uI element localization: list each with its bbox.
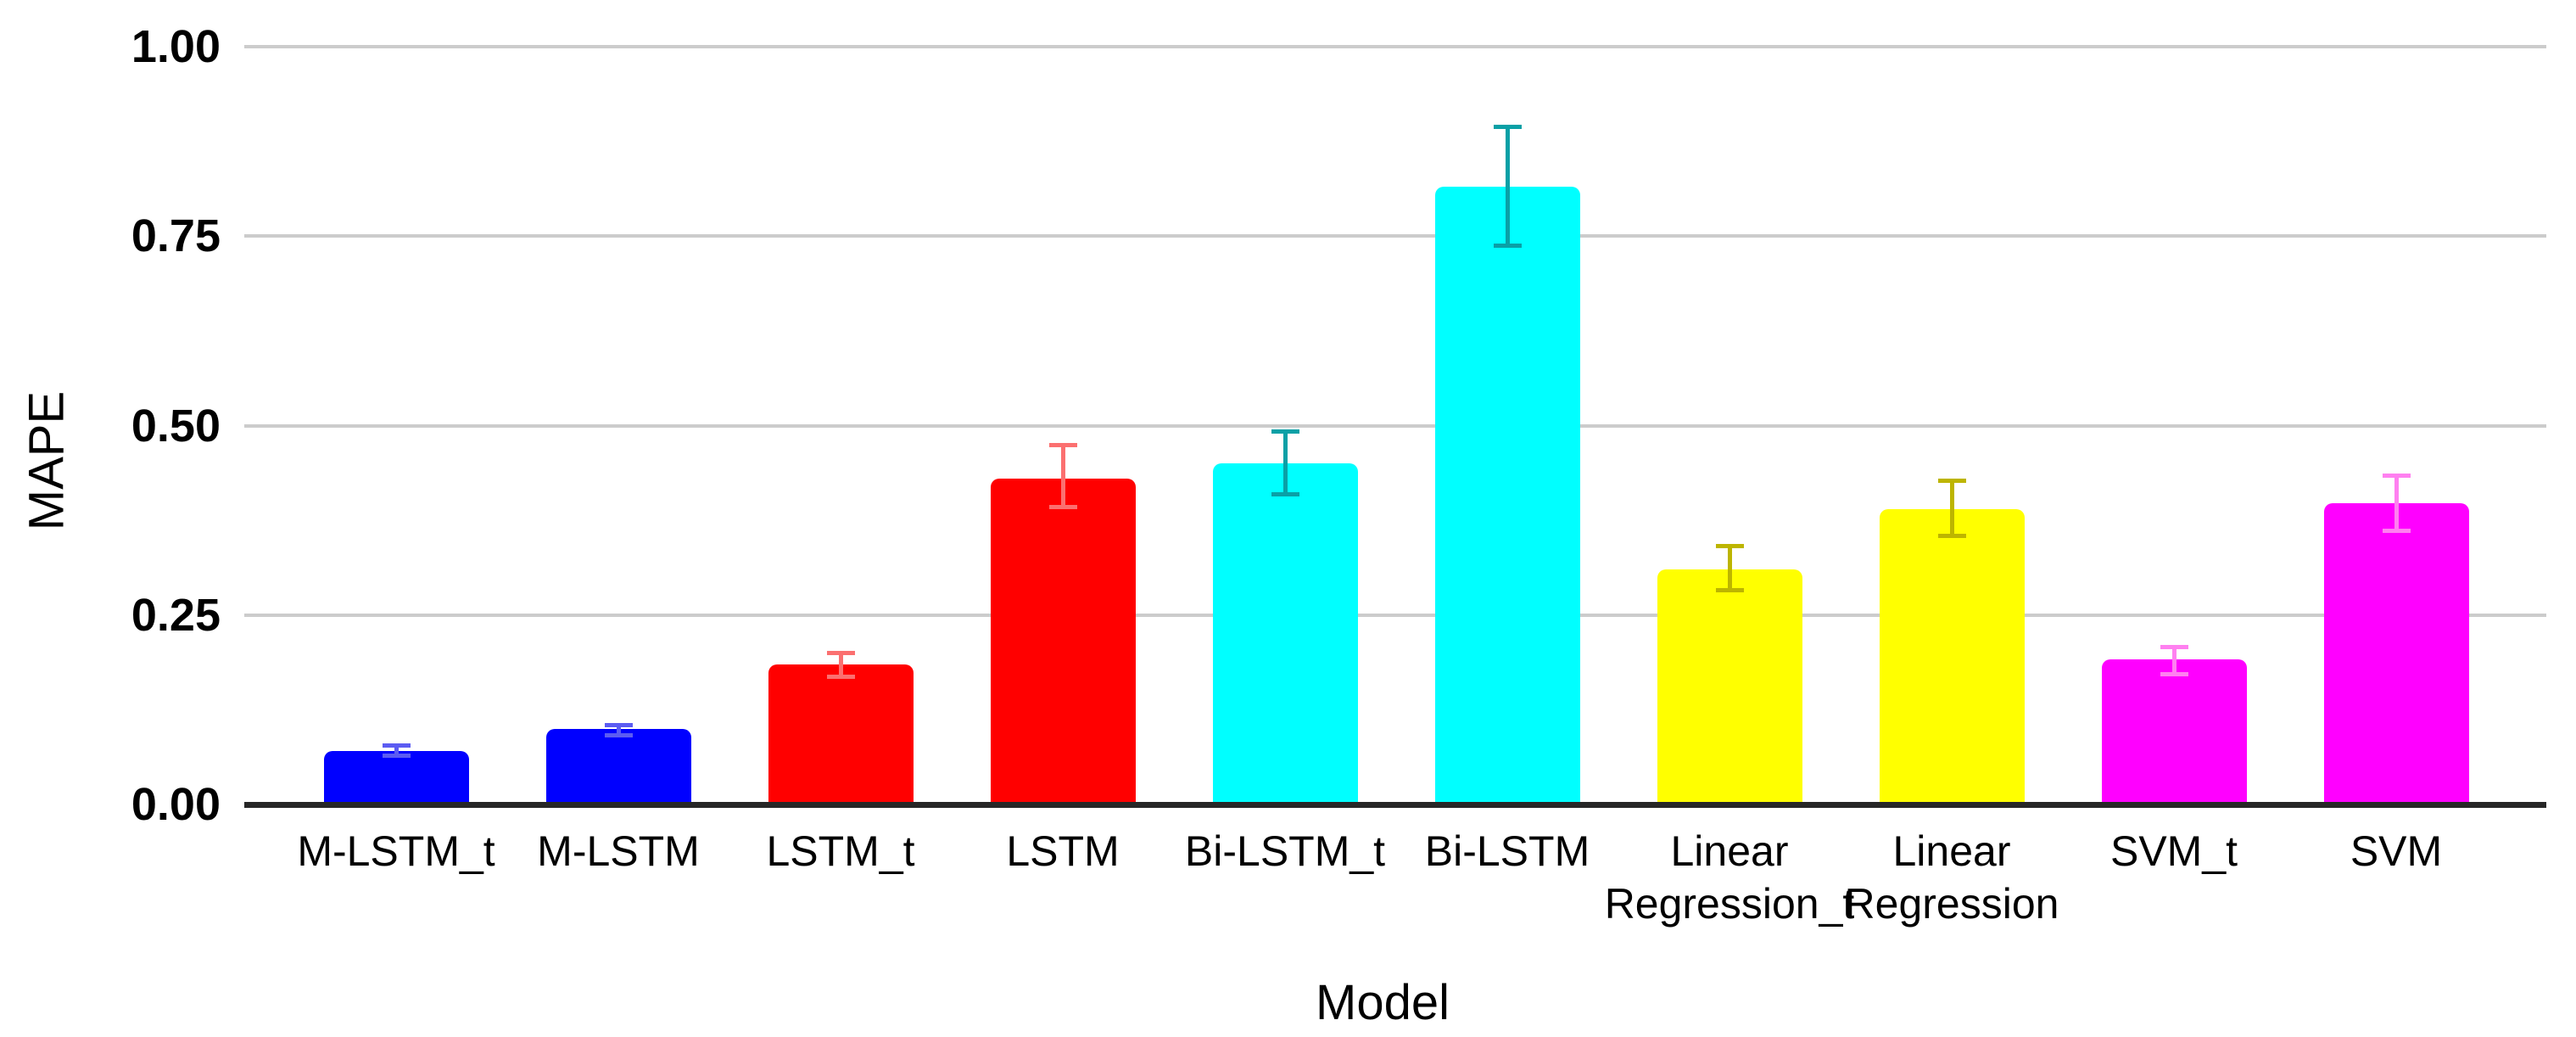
x-tick-label-M-LSTM_t: M-LSTM_t: [184, 825, 608, 877]
x-axis-title: Model: [1316, 975, 1450, 1030]
x-tick-label-line: SVM_t: [2109, 827, 2238, 875]
x-tick-label-line: M-LSTM_t: [297, 827, 495, 875]
bar-Linear Regression_t: [1657, 569, 1802, 804]
error-bar-cap-bottom: [2382, 529, 2411, 534]
x-tick-label-SVM_t: SVM_t: [1962, 825, 2386, 877]
error-bar-SVM_t: [2160, 644, 2188, 677]
error-bar-line: [394, 743, 399, 758]
error-bar-line: [1282, 429, 1288, 496]
error-bar-line: [1505, 124, 1510, 248]
error-bar-cap-top: [382, 743, 411, 748]
x-tick-label-Linear Regression_t: Linear Regression_t: [1517, 825, 1942, 930]
error-bar-Bi-LSTM: [1493, 124, 1522, 248]
y-tick-label: 0.25: [131, 589, 221, 641]
error-bar-line: [2171, 644, 2176, 677]
error-bar-cap-top: [604, 722, 633, 727]
bar-Linear Regression: [1879, 508, 2025, 804]
gridline-1.00: [244, 45, 2546, 48]
x-tick-label-line: Regression_t: [1604, 880, 1855, 928]
x-tick-label-line: LSTM: [1006, 827, 1120, 875]
x-axis-line: [244, 802, 2546, 808]
error-bar-LSTM_t: [826, 650, 855, 679]
error-bar-SVM: [2382, 473, 2411, 534]
y-tick-label: 0.50: [131, 400, 221, 451]
x-tick-label-line: Bi-LSTM: [1424, 827, 1590, 875]
error-bar-line: [838, 650, 843, 679]
y-tick-label: 0.75: [131, 210, 221, 262]
error-bar-cap-bottom: [1048, 504, 1077, 509]
error-bar-cap-bottom: [2160, 672, 2188, 677]
bar-M-LSTM: [545, 728, 691, 804]
error-bar-cap-bottom: [1493, 243, 1522, 248]
error-bar-cap-top: [1937, 479, 1966, 483]
y-tick-label: 1.00: [131, 21, 221, 72]
bar-SVM: [2323, 503, 2469, 804]
error-bar-M-LSTM_t: [382, 743, 411, 758]
x-tick-label-Bi-LSTM_t: Bi-LSTM_t: [1073, 825, 1497, 877]
x-tick-label-line: Regression: [1844, 880, 2059, 928]
error-bar-line: [1727, 543, 1732, 592]
bar-LSTM_t: [768, 664, 914, 804]
bar-M-LSTM_t: [323, 751, 469, 804]
x-tick-label-line: M-LSTM: [537, 827, 700, 875]
x-tick-label-line: Linear: [1892, 827, 2011, 875]
error-bar-cap-bottom: [1271, 491, 1299, 496]
gridline-0.75: [244, 234, 2546, 238]
error-bar-Linear Regression: [1937, 479, 1966, 538]
x-tick-label-M-LSTM: M-LSTM: [406, 825, 830, 877]
error-bar-Bi-LSTM_t: [1271, 429, 1299, 496]
error-bar-line: [1060, 443, 1065, 509]
bar-LSTM: [990, 479, 1136, 804]
error-bar-line: [1949, 479, 1954, 538]
error-bar-cap-bottom: [1937, 533, 1966, 538]
error-bar-line: [616, 722, 621, 738]
y-tick-label: 0.00: [131, 779, 221, 830]
error-bar-cap-top: [1493, 124, 1522, 129]
bar-Bi-LSTM: [1434, 187, 1580, 804]
x-tick-label-Linear Regression: Linear Regression: [1740, 825, 2164, 930]
bar-SVM_t: [2101, 659, 2247, 804]
x-tick-label-line: SVM: [2350, 827, 2443, 875]
gridline-0.50: [244, 423, 2546, 428]
error-bar-cap-bottom: [1715, 587, 1744, 592]
error-bar-cap-bottom: [382, 753, 411, 758]
x-tick-label-line: LSTM_t: [766, 827, 915, 875]
x-tick-label-LSTM_t: LSTM_t: [629, 825, 1053, 877]
error-bar-cap-top: [2160, 644, 2188, 649]
error-bar-line: [2394, 473, 2399, 534]
x-tick-label-line: Bi-LSTM_t: [1184, 827, 1386, 875]
error-bar-cap-bottom: [826, 674, 855, 679]
error-bar-cap-top: [1715, 543, 1744, 548]
error-bar-LSTM: [1048, 443, 1077, 509]
error-bar-M-LSTM: [604, 722, 633, 738]
bar-Bi-LSTM_t: [1212, 463, 1358, 804]
error-bar-cap-top: [1048, 443, 1077, 448]
x-tick-label-SVM: SVM: [2184, 825, 2576, 877]
x-tick-label-line: Linear: [1670, 827, 1789, 875]
x-tick-label-Bi-LSTM: Bi-LSTM: [1295, 825, 1719, 877]
error-bar-cap-top: [1271, 429, 1299, 434]
error-bar-Linear Regression_t: [1715, 543, 1744, 592]
gridline-0.25: [244, 613, 2546, 617]
error-bar-cap-top: [2382, 473, 2411, 478]
x-tick-label-LSTM: LSTM: [851, 825, 1275, 877]
error-bar-cap-top: [826, 650, 855, 655]
error-bar-cap-bottom: [604, 733, 633, 738]
